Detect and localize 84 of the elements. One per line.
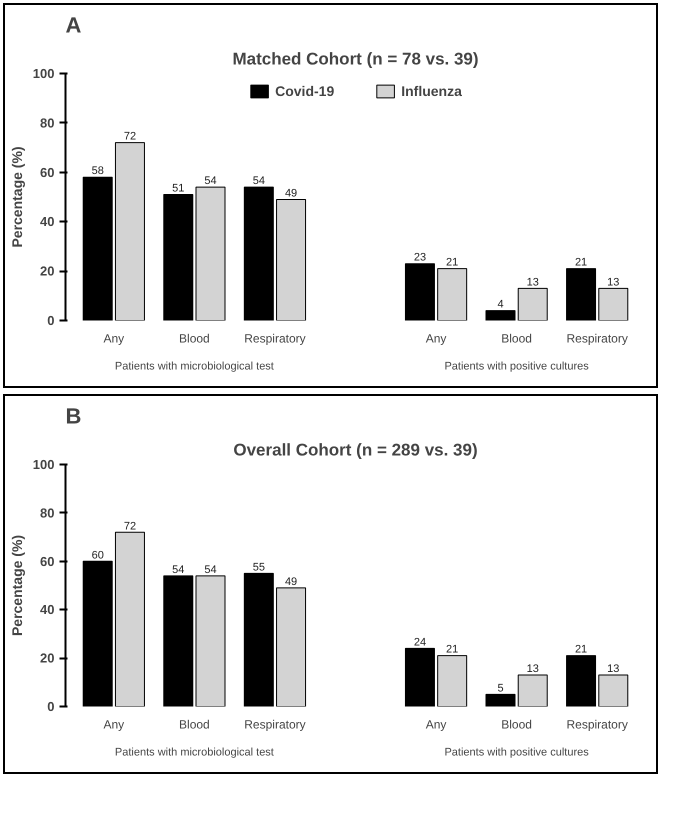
text: A [66, 12, 82, 38]
data-label: 24 [414, 636, 426, 648]
y-axis-title: Percentage (%) [8, 146, 25, 248]
text: Patients with positive cultures [444, 746, 590, 758]
bar [598, 288, 628, 320]
bar [114, 142, 145, 320]
bar [163, 575, 194, 706]
data-label: 21 [574, 256, 588, 269]
data-label: 72 [124, 520, 136, 532]
bar [276, 587, 306, 706]
bar [163, 194, 194, 320]
bar [566, 268, 596, 320]
bar [276, 198, 306, 320]
data-label: 51 [172, 182, 184, 195]
y-axis-title: Percentage (%) [8, 534, 25, 636]
bar [114, 532, 145, 706]
y-tick-label: 100 [32, 66, 55, 81]
data-label: 58 [92, 165, 104, 178]
bar [437, 268, 468, 320]
y-tick-label: 80 [40, 505, 55, 520]
x-tick-label: Respiratory [244, 332, 306, 346]
bar [82, 176, 113, 320]
x-tick-label: Blood [501, 718, 532, 732]
x-tick-label: Any [103, 332, 124, 346]
data-label: 72 [124, 130, 136, 143]
data-label: 13 [607, 663, 620, 676]
x-tick-label: Blood [179, 718, 210, 732]
data-label: 13 [607, 276, 620, 288]
data-label: 55 [252, 561, 265, 574]
bar [486, 694, 516, 706]
data-label: 54 [172, 564, 184, 576]
bar [82, 560, 113, 706]
bar [196, 575, 226, 706]
x-tick-label: Blood [501, 332, 532, 346]
data-label: 54 [204, 564, 217, 576]
data-label: 21 [446, 256, 458, 269]
x-tick-label: Any [426, 718, 446, 732]
bar [566, 655, 596, 706]
data-label: 21 [574, 644, 588, 656]
x-tick-label: Blood [179, 332, 210, 346]
bar [518, 288, 548, 320]
data-label: 54 [204, 175, 217, 188]
bar [437, 655, 468, 706]
y-tick-label: 100 [32, 457, 55, 472]
bar [486, 310, 516, 320]
legend-label: Influenza [401, 83, 462, 99]
text: B [66, 404, 82, 428]
data-label: 21 [446, 644, 458, 656]
text: Patients with positive cultures [444, 360, 590, 372]
data-label: 60 [92, 549, 104, 562]
x-tick-label: Respiratory [566, 332, 628, 346]
data-label: 23 [414, 252, 426, 264]
bar [404, 648, 435, 706]
bar [598, 674, 628, 706]
data-label: 13 [526, 276, 539, 288]
bar [196, 186, 226, 320]
bar [518, 674, 548, 706]
y-tick-label: 20 [40, 264, 55, 279]
bar [244, 186, 274, 320]
chart-title: Overall Cohort (n = 289 vs. 39) [233, 440, 478, 460]
y-tick-label: 80 [40, 115, 55, 130]
y-tick-label: 40 [40, 214, 55, 230]
y-tick-label: 20 [40, 650, 55, 666]
x-tick-label: Respiratory [566, 718, 628, 732]
chart-title: Matched Cohort (n = 78 vs. 39) [232, 50, 479, 68]
y-tick-label: 0 [47, 313, 55, 328]
y-tick-label: 40 [40, 602, 55, 618]
bar [244, 572, 274, 706]
x-tick-label: Any [426, 332, 446, 346]
x-tick-label: Respiratory [244, 718, 306, 732]
y-tick-label: 60 [40, 554, 55, 569]
y-tick-label: 0 [47, 699, 55, 714]
text: Patients with microbiological test [114, 746, 274, 758]
y-tick-label: 60 [40, 164, 55, 180]
bar [404, 263, 435, 320]
data-label: 5 [497, 682, 504, 694]
data-label: 49 [284, 576, 298, 588]
legend-label: Covid-19 [275, 83, 334, 99]
x-tick-label: Any [103, 718, 124, 732]
text: Patients with microbiological test [114, 360, 274, 372]
data-label: 54 [252, 175, 265, 188]
data-label: 4 [497, 298, 504, 311]
data-label: 13 [526, 663, 539, 676]
data-label: 49 [284, 187, 298, 200]
